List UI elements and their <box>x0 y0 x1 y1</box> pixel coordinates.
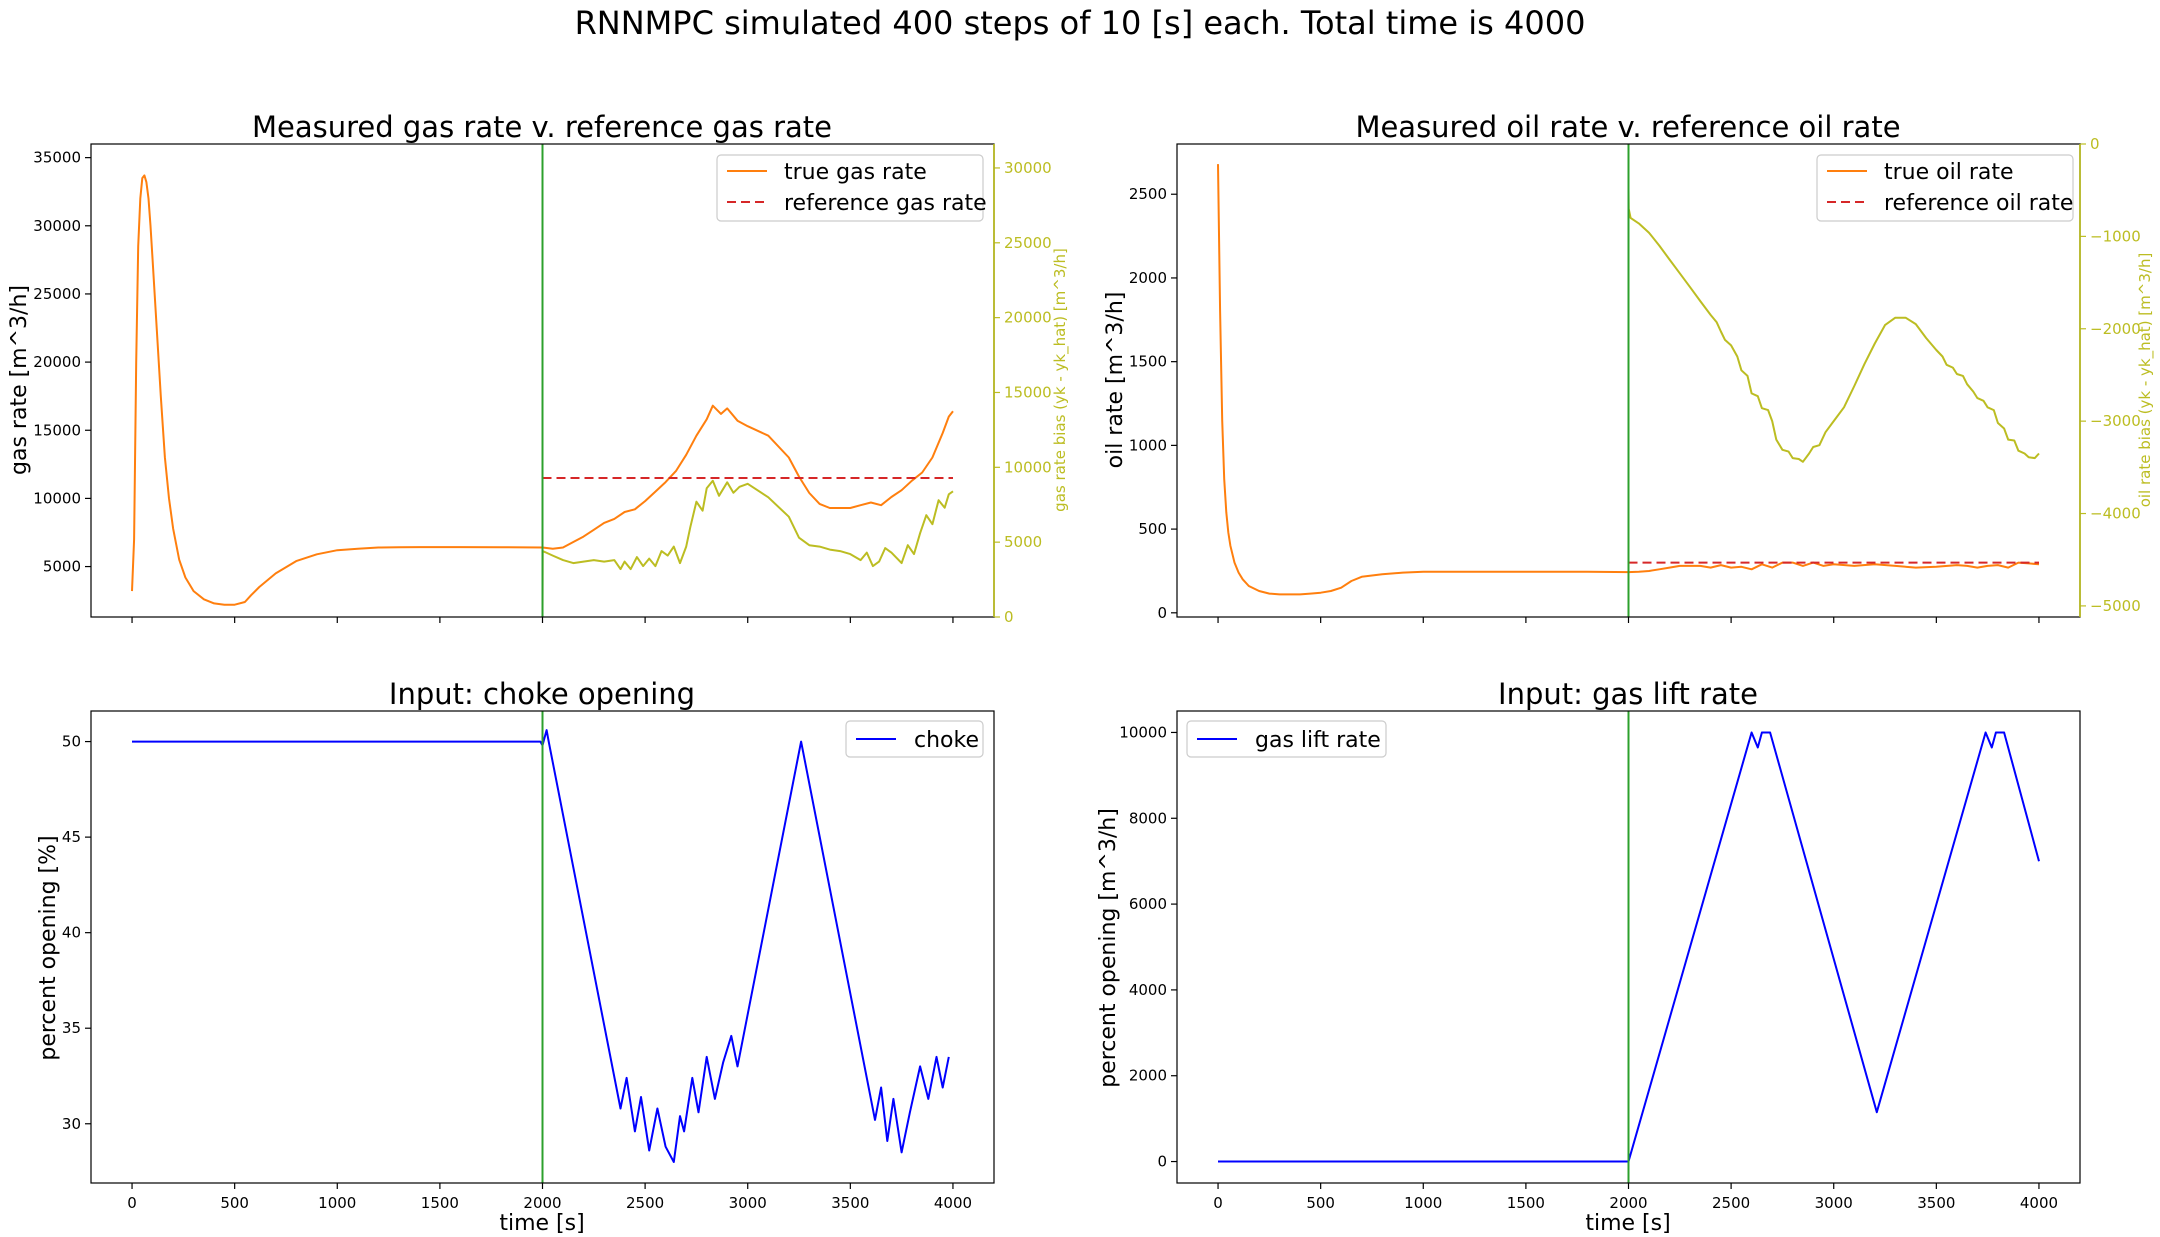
gas-lift-title: Input: gas lift rate <box>1498 677 1758 711</box>
gas-lift-ytick-label: 10000 <box>1119 723 1167 741</box>
gas-lift-series <box>1218 731 2040 1163</box>
gas-lift-xtick-label: 3000 <box>1815 1194 1853 1212</box>
oil-rate-panel: 0 500 1000 1500 2000 2500 0 −1000 −2000 −3000 −400… <box>1103 110 2155 623</box>
choke-xtick-label: 1500 <box>421 1194 459 1212</box>
gas-rate-ytick-label: 35000 <box>33 149 81 167</box>
oil-rate-y2tick-label: 0 <box>2090 135 2100 153</box>
oil-rate-legend: true oil rate reference oil rate <box>1816 154 2074 222</box>
oil-rate-y2tick-label: −1000 <box>2090 227 2141 245</box>
gas-rate-ytick-label: 5000 <box>43 558 81 576</box>
gas-rate-y2tick-label: 20000 <box>1004 309 1052 327</box>
choke-ytick-label: 40 <box>62 924 81 942</box>
gas-lift-ytick-label: 4000 <box>1129 981 1167 999</box>
oil-rate-y2tick-label: −2000 <box>2090 320 2141 338</box>
oil-rate-bias-line <box>1627 190 2040 463</box>
gas-rate-true-gas-rate-line <box>131 174 954 606</box>
gas-rate-y2tick-label: 0 <box>1004 608 1014 626</box>
gas-rate-y2tick-label: 10000 <box>1004 458 1052 476</box>
choke-xtick-label: 4000 <box>934 1194 972 1212</box>
figure-title: RNNMPC simulated 400 steps of 10 [s] eac… <box>575 4 1586 42</box>
gas-lift-axes-frame <box>1176 710 2081 1184</box>
gas-rate-y2tick-label: 5000 <box>1004 533 1042 551</box>
oil-rate-ylabel: oil rate [m^3/h] <box>1103 292 1128 469</box>
gas-lift-xtick-label: 500 <box>1306 1194 1335 1212</box>
gas-rate-plot-area: 5000 10000 15000 20000 25000 30000 35000 0 5000 1… <box>33 143 1052 626</box>
choke-choke-line <box>132 729 950 1163</box>
legend-reference-gas-rate: reference gas rate <box>784 191 987 216</box>
choke-ytick-label: 35 <box>62 1019 81 1037</box>
gas-rate-title: Measured gas rate v. reference gas rate <box>252 110 832 144</box>
gas-lift-xtick-label: 3500 <box>1917 1194 1955 1212</box>
oil-rate-series <box>1217 164 2040 596</box>
legend-true-oil-rate: true oil rate <box>1884 160 2014 185</box>
choke-xtick-label: 1000 <box>318 1194 356 1212</box>
choke-series <box>132 729 950 1163</box>
choke-ytick-label: 45 <box>62 828 81 846</box>
gas-lift-panel: 0 2000 4000 6000 8000 10000 0 500 1000 1500 2000 25… <box>1096 677 2081 1236</box>
choke-xtick-label: 3000 <box>729 1194 767 1212</box>
oil-rate-y2tick-label: −3000 <box>2090 412 2141 430</box>
gas-lift-legend: gas lift rate <box>1186 720 1387 758</box>
gas-lift-xtick-label: 0 <box>1213 1194 1223 1212</box>
oil-rate-ytick-label: 500 <box>1138 520 1167 538</box>
choke-xtick-label: 500 <box>220 1194 249 1212</box>
oil-rate-ytick-label: 1000 <box>1129 436 1167 454</box>
choke-axes-frame <box>90 710 995 1184</box>
oil-rate-y2tick-label: −4000 <box>2090 505 2141 523</box>
gas-lift-xtick-label: 4000 <box>2020 1194 2058 1212</box>
gas-rate-bias-ylabel: gas rate bias (yk - yk_hat) [m^3/h] <box>1051 248 1070 512</box>
choke-ytick-label: 30 <box>62 1115 81 1133</box>
gas-lift-xlabel: time [s] <box>1585 1211 1670 1236</box>
oil-rate-title: Measured oil rate v. reference oil rate <box>1355 110 1900 144</box>
gas-rate-ytick-label: 20000 <box>33 353 81 371</box>
gas-lift-xtick-label: 2000 <box>1609 1194 1647 1212</box>
gas-rate-series <box>131 174 954 617</box>
oil-rate-true-oil-rate-line <box>1217 164 2040 596</box>
oil-rate-ytick-label: 2500 <box>1129 185 1167 203</box>
choke-ylabel: percent opening [%] <box>36 835 61 1060</box>
gas-rate-ytick-label: 15000 <box>33 421 81 439</box>
gas-rate-y2tick-label: 15000 <box>1004 383 1052 401</box>
legend-gas-lift-rate: gas lift rate <box>1255 728 1381 753</box>
gas-rate-y2tick-label: 30000 <box>1004 159 1052 177</box>
choke-title: Input: choke opening <box>389 677 695 711</box>
choke-xtick-label: 2000 <box>523 1194 561 1212</box>
gas-lift-ylabel: percent opening [m^3/h] <box>1096 808 1121 1088</box>
gas-rate-panel: 5000 10000 15000 20000 25000 30000 35000 0 5000 1… <box>7 110 1070 626</box>
oil-rate-ytick-label: 0 <box>1157 604 1167 622</box>
oil-rate-y2tick-label: −5000 <box>2090 597 2141 615</box>
choke-xtick-label: 3500 <box>831 1194 869 1212</box>
gas-lift-ytick-label: 8000 <box>1129 809 1167 827</box>
gas-lift-ytick-label: 0 <box>1157 1153 1167 1171</box>
oil-rate-plot-area: 0 500 1000 1500 2000 2500 0 −1000 −2000 −3000 −400… <box>1129 135 2141 623</box>
choke-xlabel: time [s] <box>499 1211 584 1236</box>
choke-legend: choke <box>845 720 984 758</box>
oil-rate-ytick-label: 2000 <box>1129 269 1167 287</box>
legend-reference-oil-rate: reference oil rate <box>1884 191 2073 216</box>
gas-rate-ylabel: gas rate [m^3/h] <box>7 285 32 475</box>
gas-lift-gas-lift-rate-line <box>1218 731 2040 1163</box>
gas-lift-plot-area: 0 2000 4000 6000 8000 10000 0 500 1000 1500 2000 25… <box>1119 710 2081 1212</box>
gas-rate-y2tick-label: 25000 <box>1004 234 1052 252</box>
gas-lift-xtick-label: 2500 <box>1712 1194 1750 1212</box>
gas-lift-xtick-label: 1500 <box>1507 1194 1545 1212</box>
oil-rate-bias-ylabel: oil rate bias (yk - yk_hat) [m^3/h] <box>2136 253 2155 508</box>
gas-lift-ytick-label: 2000 <box>1129 1067 1167 1085</box>
gas-rate-legend: true gas rate reference gas rate <box>716 154 987 222</box>
legend-choke: choke <box>914 728 979 753</box>
oil-rate-ytick-label: 1500 <box>1129 353 1167 371</box>
choke-ytick-label: 50 <box>62 733 81 751</box>
gas-rate-ytick-label: 30000 <box>33 217 81 235</box>
gas-lift-xtick-label: 1000 <box>1404 1194 1442 1212</box>
legend-true-gas-rate: true gas rate <box>784 160 927 185</box>
gas-lift-ytick-label: 6000 <box>1129 895 1167 913</box>
gas-rate-bias-line <box>541 479 954 617</box>
gas-rate-ytick-label: 10000 <box>33 489 81 507</box>
choke-xtick-label: 2500 <box>626 1194 664 1212</box>
choke-xtick-label: 0 <box>127 1194 137 1212</box>
gas-rate-ytick-label: 25000 <box>33 285 81 303</box>
